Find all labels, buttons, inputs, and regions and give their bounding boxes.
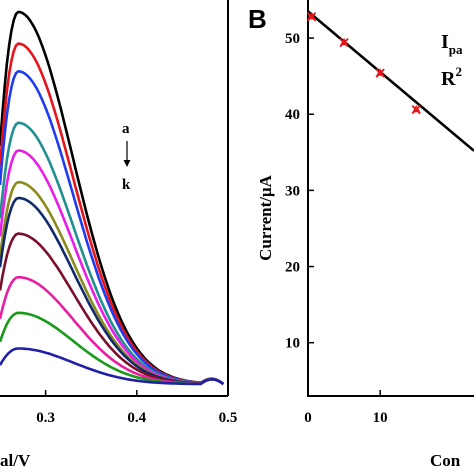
panel-b-points <box>306 12 421 115</box>
equation-symbol-r: R <box>441 68 456 90</box>
annotation-arrow-head <box>123 160 131 167</box>
data-point-3 <box>411 104 421 115</box>
panel-a: 0.3 0.4 0.5 al/V a k <box>0 0 237 470</box>
panel-b-y-tick-label-4: 50 <box>285 31 300 47</box>
equation-subscript: pa <box>449 42 463 57</box>
panel-a-x-tick-label-1: 0.4 <box>127 410 146 426</box>
panel-b-y-axis-title: Current/μA <box>256 174 275 261</box>
annotation-a-label: a <box>122 121 130 137</box>
panel-b-y-tick-label-0: 10 <box>285 336 300 352</box>
data-point-1 <box>339 37 349 48</box>
panel-a-x-tick-label-2: 0.5 <box>219 410 238 426</box>
panel-b-y-tick-label-1: 20 <box>285 260 300 276</box>
equation-line-1: Ipa <box>441 31 463 57</box>
panel-b: B Current/μA 10 20 30 40 50 0 10 Ipa R2 Con <box>248 0 474 470</box>
panel-b-label: B <box>248 4 267 34</box>
panel-a-x-axis-title: al/V <box>0 451 31 470</box>
panel-b-x-tick-label-1: 10 <box>373 410 388 426</box>
equation-symbol-i: I <box>441 31 449 53</box>
annotation-k-label: k <box>122 177 131 193</box>
data-point-2 <box>375 68 385 78</box>
panel-b-x-tick-label-0: 0 <box>304 410 312 426</box>
panel-b-y-tick-label-3: 40 <box>285 107 300 123</box>
equation-line-2: R2 <box>441 64 462 90</box>
curve-10 <box>0 347 225 386</box>
panel-b-x-axis-title: Con <box>430 451 461 470</box>
data-point-0 <box>306 12 317 22</box>
panel-a-x-ticks: 0.3 0.4 0.5 <box>36 390 237 426</box>
curve-3 <box>0 121 225 385</box>
equation-superscript: 2 <box>455 64 462 79</box>
curve-5 <box>0 180 225 385</box>
panel-b-y-tick-label-2: 30 <box>285 183 300 199</box>
panel-b-fit-line <box>307 10 474 152</box>
panel-a-x-tick-label-0: 0.3 <box>36 410 55 426</box>
panel-b-y-ticks: 10 20 30 40 50 <box>285 31 314 352</box>
panel-b-x-ticks: 0 10 <box>304 390 388 426</box>
panel-a-curves <box>0 10 225 386</box>
curve-6 <box>0 196 225 386</box>
curve-1 <box>0 42 225 385</box>
